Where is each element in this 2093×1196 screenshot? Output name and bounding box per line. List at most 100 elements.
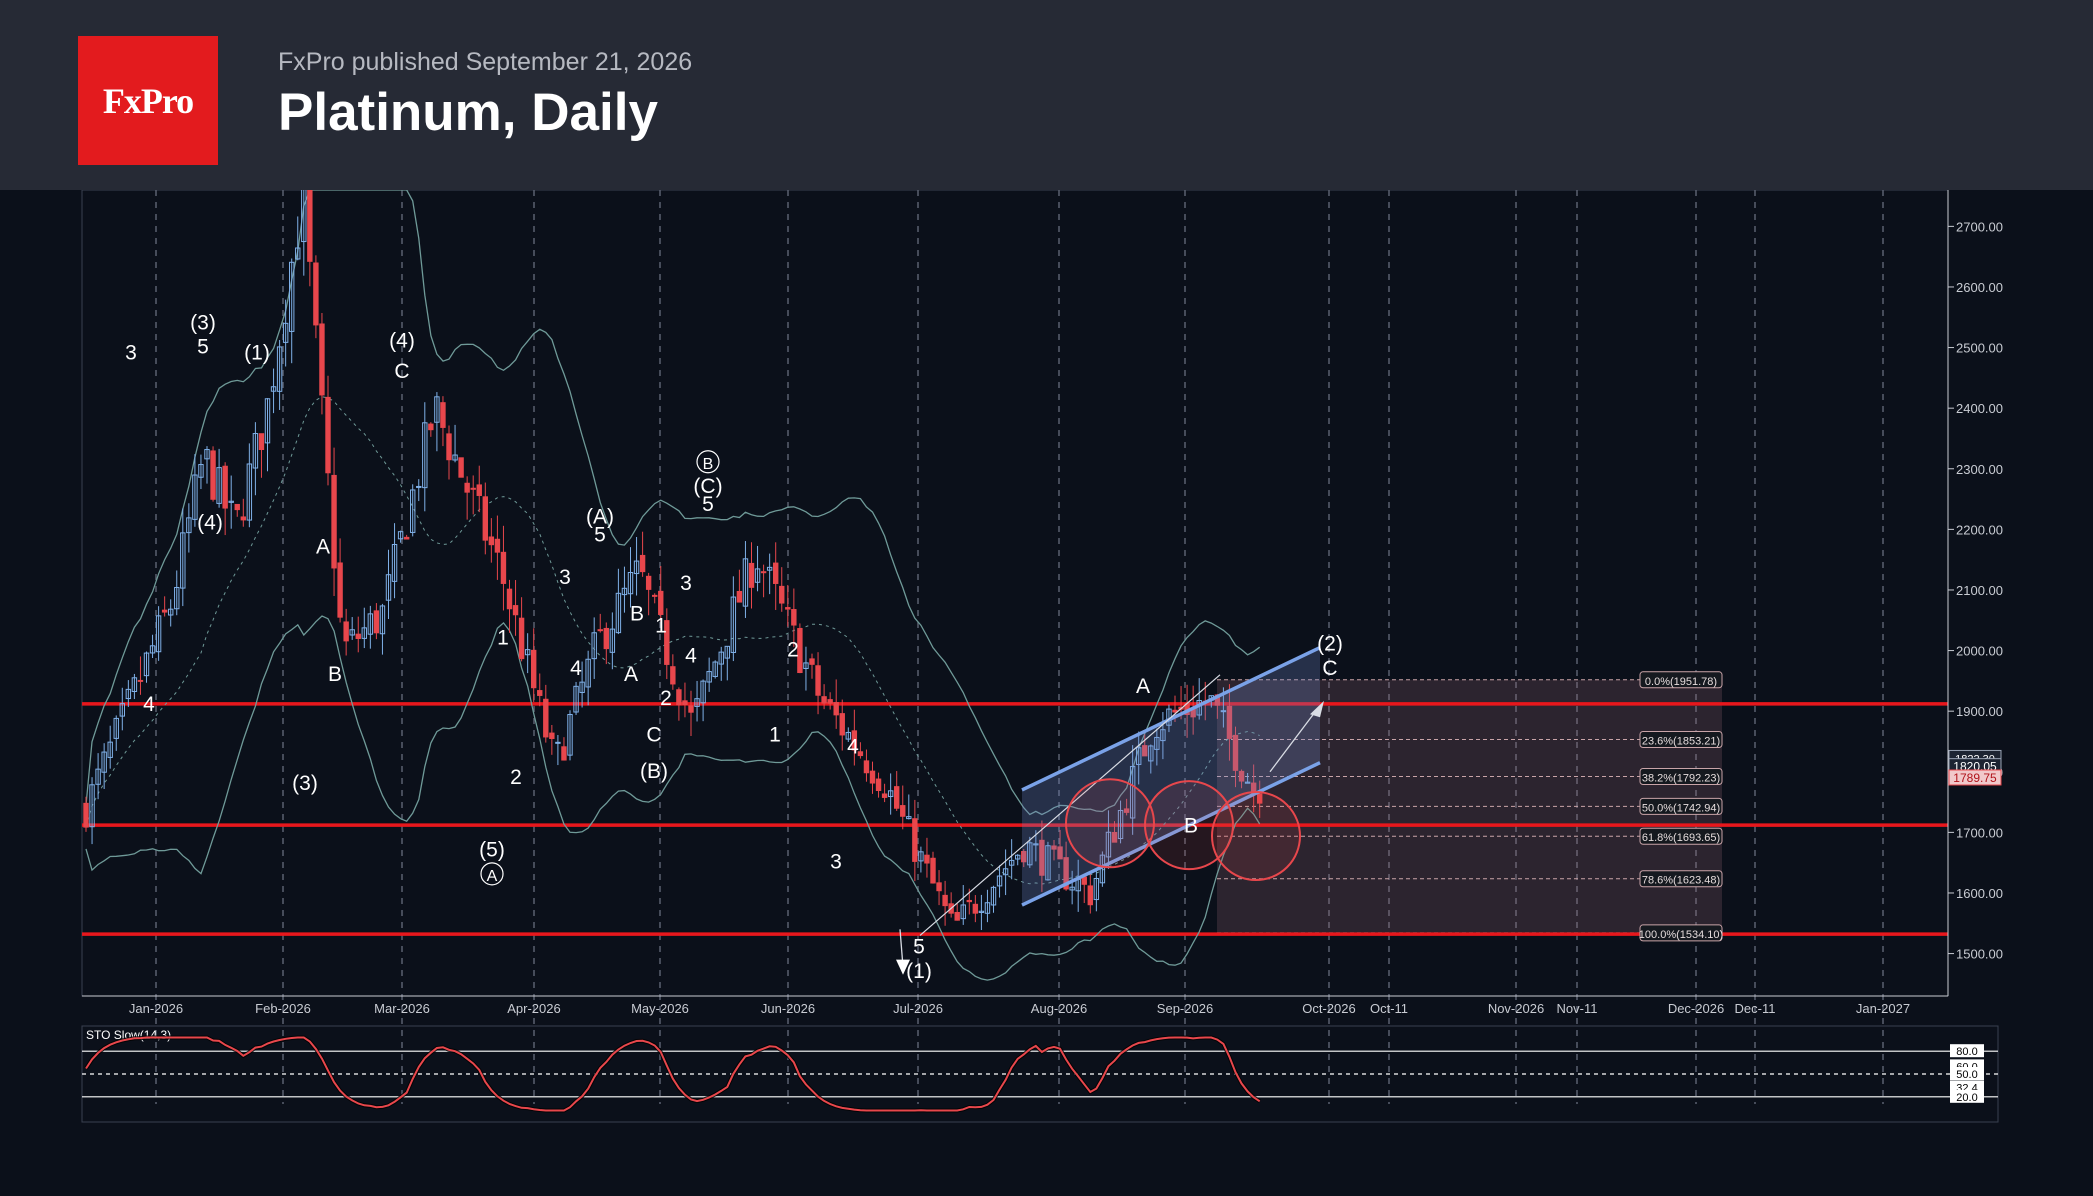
candle-body [682,700,688,705]
price-tick-label: 2600.00 [1956,280,2003,295]
candle-body [331,474,337,569]
fibonacci-tag [1639,870,1723,888]
candle-body [1148,745,1154,762]
candle-body [319,323,325,396]
candle-body [809,658,815,665]
stochastic-level-label: 50.0 [1956,1069,1977,1081]
candle-body [488,536,495,546]
candle-body [470,487,476,490]
date-axis: Jan-2026 Feb-2026 Mar-2026 Apr-2026 May-2026… [82,995,1948,1016]
candle-body [627,572,634,595]
candle-body [1087,885,1093,906]
candle-body [1232,734,1239,771]
fibonacci-tag [1639,767,1723,785]
wave-label: C [394,360,409,383]
price-tick-label: 2100.00 [1956,583,2003,598]
candle-body [930,857,936,884]
elliott-wave-labels: 34(3)5(4)(1)AB(3)(4)C1(5)A243(A)5BA12C(B… [125,311,1343,982]
candle-body [149,645,156,654]
candle-body [264,398,271,444]
candle-body [1117,809,1124,840]
candle-body [83,802,89,828]
fibonacci-label: 61.8%(1693.65) [1642,832,1720,844]
candle-body [410,489,416,533]
candle-body [301,190,307,243]
candle-body [984,902,991,914]
candle-body [198,464,204,478]
date-tick-label: Nov-2026 [1488,1001,1544,1016]
published-date: FxPro published September 21, 2026 [278,48,693,76]
candle-body [936,882,942,892]
date-tick-label: Jun-2026 [761,1001,815,1016]
candle-body [531,649,537,689]
price-tick-label: 2200.00 [1956,522,2003,537]
wave-label: (A) [586,505,614,528]
bollinger-upper [85,190,1261,816]
candle-body [1002,868,1009,876]
date-tick-label: Apr-2026 [507,1001,560,1016]
candle-body [567,714,573,756]
candle-body [476,484,482,496]
candle-body [1226,705,1233,739]
candle-body [688,705,694,713]
date-tick-label: May-2026 [631,1001,689,1016]
channel-lower [1021,761,1321,907]
candle-body [180,532,186,589]
candle-body [355,633,361,639]
candle-body [174,586,180,610]
projection-arrow-line [1269,707,1319,773]
fibonacci-labels: 0.0%(1951.78) 23.6%(1853.21) 38.2%(1792.23… [1639,671,1723,942]
price-axis: 2700.00 2600.00 2500.00 2400.00 2300.00 2200.… [1947,190,2003,996]
candle-body [694,698,700,707]
fxpro-logo: FxPro [78,36,218,165]
wave-label: C [1322,657,1337,680]
wave-label: 5 [702,493,714,516]
candle-body [446,433,452,461]
candle-body [1172,709,1178,713]
current-price-label: 1789.75 [1953,771,1997,785]
fibonacci-zone [1217,679,1722,934]
fibonacci-label: 50.0%(1742.94) [1642,802,1720,814]
candle-body [912,818,918,862]
rising-channel [896,645,1324,975]
wave-label: B [328,663,342,686]
candle-body [379,605,386,635]
candle-body [458,457,464,478]
stochastic-tag [1950,1089,1984,1103]
candle-body [797,628,803,674]
candle-body [996,875,1003,887]
candle-body [216,467,222,504]
date-tick-label: Jan-2027 [1856,1001,1910,1016]
candle-body [1069,886,1075,891]
candle-body [724,645,730,659]
wave-label: 3 [830,851,842,874]
candle-body [585,658,591,688]
candle-body [397,531,404,540]
wave-label: (3) [190,311,216,334]
candle-body [500,551,507,584]
candle-body [204,449,210,460]
candle-body [422,422,428,489]
candle-body [161,609,168,613]
candle-body [851,730,858,751]
fibonacci-label: 38.2%(1792.23) [1642,772,1720,784]
fibonacci-tag [1639,797,1723,815]
wave-label: 5 [197,336,209,359]
candle-body [954,911,960,921]
candle-body [754,568,761,583]
wave-label: 2 [660,687,672,710]
candle-body [561,746,567,761]
candle-body [700,680,706,704]
wave-label: A [487,868,498,885]
candle-body [494,538,501,553]
wave-label: B [703,456,714,473]
candle-body [730,596,737,653]
candle-body [506,588,513,610]
date-tick-label: Feb-2026 [255,1001,311,1016]
candle-body [367,613,374,635]
wave-label-ring [696,450,720,474]
wave-label: (1) [906,960,932,983]
wave-label: (4) [389,330,415,353]
channel-upper [1021,645,1321,792]
candle-body [1063,857,1069,890]
